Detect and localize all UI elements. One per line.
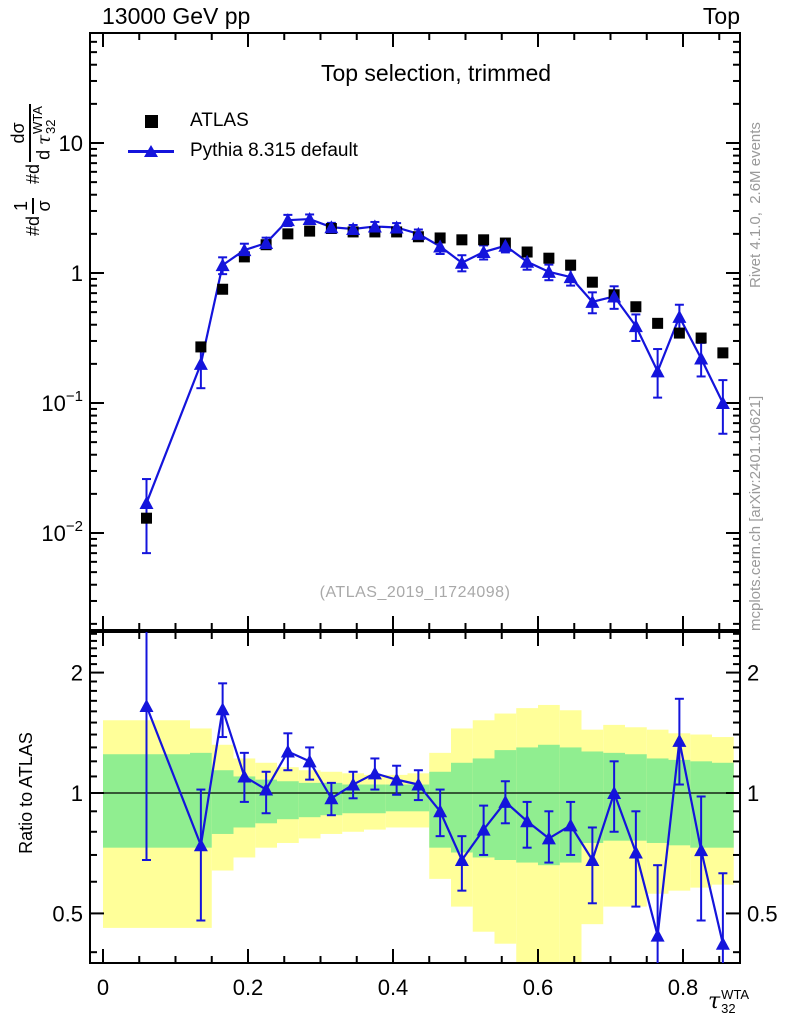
- svg-text:10−1: 10−1: [41, 388, 83, 416]
- svg-text:0.5: 0.5: [52, 901, 83, 926]
- ratio-markers: [139, 699, 730, 950]
- legend-label: Pythia 8.315 default: [190, 140, 358, 161]
- ratio-x-ticks: [102, 632, 721, 963]
- pythia-line-triangle-marker-icon: [128, 144, 174, 158]
- svg-text:0: 0: [97, 975, 109, 1000]
- mcplots-arxiv-sidetext: mcplots.cern.ch [arXiv:2401.10621]: [747, 395, 764, 631]
- main-y-ticks: [90, 40, 740, 625]
- tau-subscript: 32: [43, 119, 59, 134]
- ylabel-frac1-num: 1: [11, 197, 34, 214]
- svg-text:0.6: 0.6: [523, 975, 554, 1000]
- main-x-ticks: [102, 33, 721, 630]
- analysis-group-header: Top: [702, 3, 740, 29]
- panel-frames: [89, 32, 741, 964]
- plot-title: Top selection, trimmed: [320, 60, 552, 86]
- pythia-errorbars: [142, 213, 728, 555]
- y-axis-label-ratio: Ratio to ATLAS: [16, 732, 36, 854]
- ratio-y-tick-labels: 0.5 0.5 1 1 2 2: [52, 661, 777, 927]
- legend-item-atlas: ATLAS: [128, 106, 358, 136]
- rivet-version-sidetext: Rivet 4.1.0, 2.6M events: [747, 122, 764, 288]
- ylabel-hash1: #d: [22, 215, 43, 236]
- main-y-tick-labels: 10 1 10−1 10−2: [41, 131, 83, 546]
- svg-text:2: 2: [747, 661, 759, 686]
- svg-text:0.4: 0.4: [378, 975, 409, 1000]
- tau-symbol: τ: [33, 134, 55, 145]
- analysis-id-watermark: (ATLAS_2019_I1724098): [319, 584, 511, 601]
- svg-text:0.8: 0.8: [668, 975, 699, 1000]
- legend: ATLAS Pythia 8.315 default: [128, 106, 358, 166]
- ylabel-frac1-den: σ: [34, 200, 54, 212]
- tau-superscript: WTA: [721, 987, 750, 1002]
- svg-text:1: 1: [747, 781, 759, 806]
- ratio-line: [145, 705, 724, 944]
- svg-text:0.5: 0.5: [747, 901, 778, 926]
- ylabel-frac2-num: dσ: [8, 104, 31, 162]
- svg-text:10−2: 10−2: [41, 518, 83, 546]
- x-axis-label: τ WTA 32: [708, 988, 749, 1015]
- svg-text:1: 1: [71, 781, 83, 806]
- pythia-markers: [139, 212, 730, 510]
- tau-symbol: τ: [708, 989, 721, 1015]
- pythia-line: [145, 217, 724, 504]
- atlas-square-marker-icon: [128, 114, 174, 128]
- ylabel-frac2-den: d τ WTA 32: [29, 106, 59, 160]
- svg-text:10: 10: [59, 131, 83, 156]
- svg-text:0.2: 0.2: [233, 975, 264, 1000]
- svg-text:1: 1: [71, 261, 83, 286]
- tau-superscript: WTA: [29, 106, 45, 134]
- ylabel-hash2: #d: [22, 163, 43, 184]
- tau-subscript: 32: [721, 1000, 736, 1016]
- ratio-y-ticks: [90, 632, 740, 954]
- legend-label: ATLAS: [190, 110, 249, 131]
- y-axis-label-main: #d 1 σ #d dσ d τ WTA 32: [4, 33, 62, 305]
- beam-energy-header: 13000 GeV pp: [102, 3, 251, 29]
- legend-item-pythia: Pythia 8.315 default: [128, 136, 358, 166]
- svg-text:2: 2: [71, 661, 83, 686]
- ratio-x-tick-labels: 0 0.2 0.4 0.6 0.8: [97, 975, 698, 1000]
- atlas-markers: [141, 222, 729, 524]
